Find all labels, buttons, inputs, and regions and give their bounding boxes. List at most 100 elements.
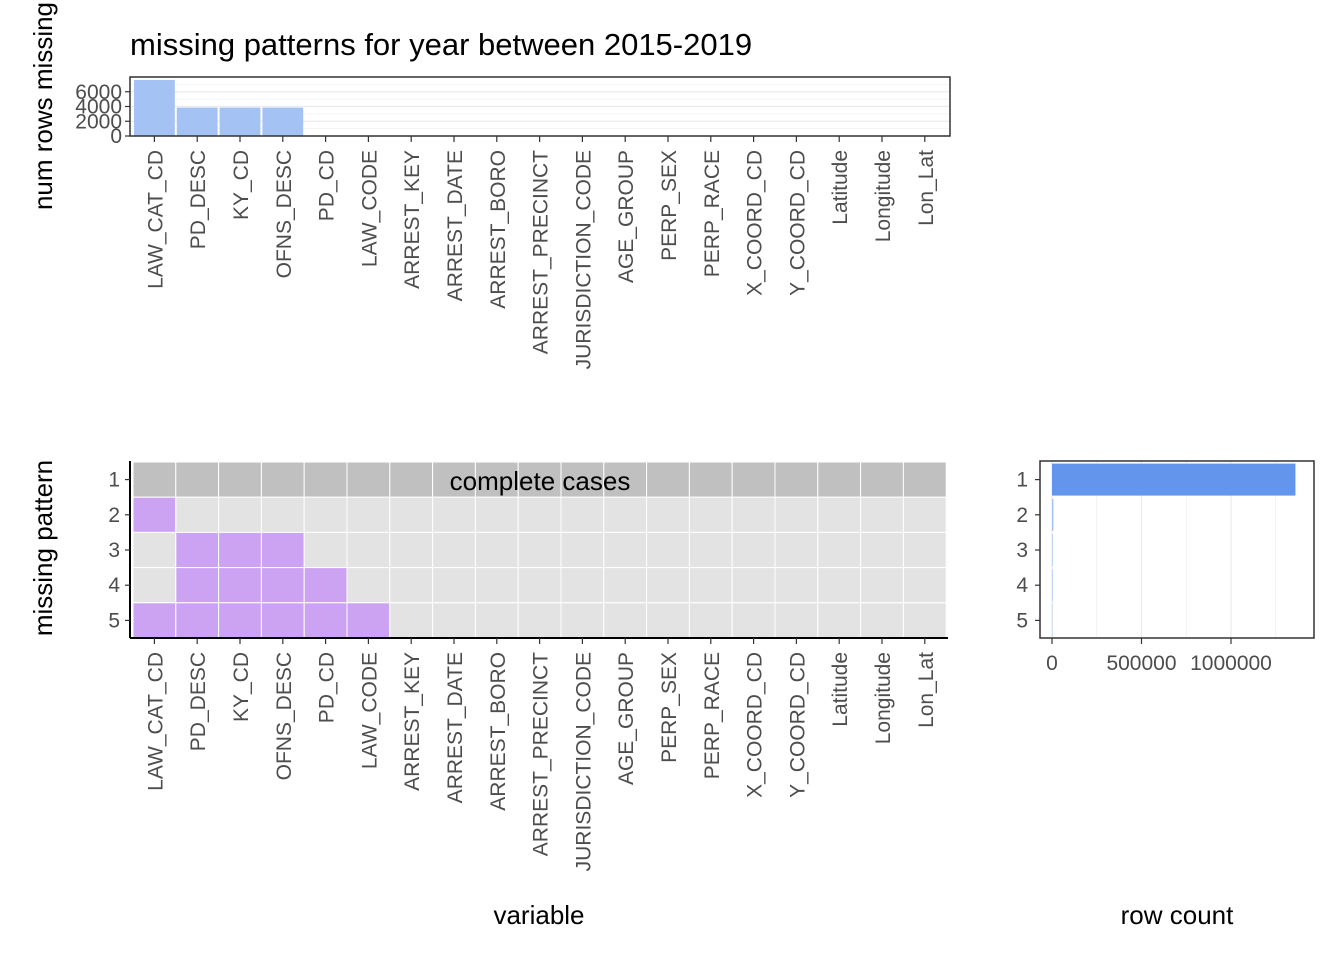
heatmap-cell [560, 531, 605, 569]
heatmap-xtick-label: KY_CD [230, 652, 253, 722]
row-count-bar-4 [1052, 569, 1053, 602]
heatmap-cell [731, 602, 776, 639]
heatmap-cell [688, 461, 733, 498]
heatmap-xtick-label: ARREST_KEY [401, 652, 424, 791]
heatmap-cell [646, 496, 690, 533]
top-xtick-label: OFNS_DESC [273, 150, 296, 278]
side-xtick-label: 500000 [1106, 652, 1176, 675]
heatmap-cell [774, 567, 819, 604]
heatmap-cell [817, 602, 862, 639]
heatmap-cell [774, 496, 819, 533]
heatmap-ytick-label: 5 [108, 609, 120, 632]
heatmap-cell [389, 496, 434, 533]
heatmap-cell [132, 567, 177, 604]
heatmap-cell [132, 531, 177, 569]
top-xtick-label: AGE_GROUP [615, 150, 638, 283]
heatmap-xtick-label: OFNS_DESC [273, 652, 296, 780]
side-xtick-label: 1000000 [1190, 652, 1272, 675]
heatmap-cell [389, 602, 434, 639]
heatmap-cell [603, 531, 648, 569]
heatmap-cell [346, 602, 391, 639]
heatmap-cell [688, 602, 733, 639]
heatmap-xtick-label: Latitude [829, 652, 852, 727]
top-xtick-label: ARREST_KEY [401, 150, 424, 289]
heatmap-ytick-label: 1 [108, 469, 120, 492]
heatmap-xtick-label: LAW_CODE [358, 652, 381, 769]
heatmap-xtick-label: ARREST_DATE [444, 652, 467, 803]
heatmap-cell [303, 602, 348, 639]
top-ytick-label: 6000 [75, 81, 122, 104]
heatmap-ytick-label: 2 [108, 504, 120, 527]
top-xtick-label: PD_DESC [187, 150, 210, 249]
heatmap-cell [817, 496, 862, 533]
top-xtick-label: X_COORD_CD [744, 150, 767, 296]
heatmap-cell [688, 531, 733, 569]
heatmap-cell [646, 531, 690, 569]
heatmap-cell [175, 496, 220, 533]
heatmap-cell [132, 461, 177, 498]
top-bar-pd-desc [176, 107, 218, 136]
heatmap-cell [688, 567, 733, 604]
heatmap-cell [817, 461, 862, 498]
heatmap-cell [902, 531, 947, 569]
heatmap-cell [432, 496, 476, 533]
heatmap-xtick-label: ARREST_BORO [487, 652, 510, 811]
top-ytick-label: 2000 [75, 110, 122, 133]
heatmap-ytick-label: 3 [108, 539, 120, 562]
heatmap-cell [175, 531, 220, 569]
top-xtick-label: Lon_Lat [915, 150, 938, 226]
heatmap-cell [517, 496, 562, 533]
top-bar-chart: missing patterns for year between 2015-2… [28, 2, 951, 369]
top-xtick-label: JURISDICTION_CODE [572, 150, 595, 369]
heatmap-xtick-label: X_COORD_CD [744, 652, 767, 798]
heatmap-xtick-label: AGE_GROUP [615, 652, 638, 785]
row-count-bar-5 [1052, 604, 1053, 637]
top-bar-ofns-desc [262, 107, 304, 136]
heatmap-cell [260, 531, 305, 569]
heatmap-y-axis-title: missing pattern [28, 460, 58, 636]
heatmap-cell [560, 461, 605, 498]
heatmap-xtick-label: PD_CD [316, 652, 339, 723]
heatmap-x-axis-title: variable [493, 900, 584, 930]
row-count-bar-2 [1052, 498, 1054, 531]
top-xtick-label: PD_CD [316, 150, 339, 221]
heatmap-cell [560, 602, 605, 639]
heatmap-cell [560, 567, 605, 604]
complete-cases-annotation: complete cases [450, 466, 631, 496]
heatmap-cell [303, 496, 348, 533]
heatmap-cell [218, 496, 262, 533]
heatmap-cell [517, 602, 562, 639]
heatmap-cell [389, 461, 434, 498]
top-xtick-label: ARREST_PRECINCT [530, 150, 553, 354]
heatmap-cell [432, 567, 476, 604]
heatmap-cell [474, 567, 519, 604]
heatmap-cell [731, 461, 776, 498]
heatmap-cell [175, 602, 220, 639]
top-bar-law-cat-cd [134, 79, 175, 136]
heatmap-cell [902, 461, 947, 498]
missing-pattern-heatmap: complete cases 1 2 3 4 5 missing pattern LAW_CA… [28, 460, 948, 930]
heatmap-cell [346, 461, 391, 498]
top-xtick-label: KY_CD [230, 150, 253, 220]
heatmap-cell [474, 496, 519, 533]
heatmap-cell [860, 531, 904, 569]
heatmap-xtick-label: ARREST_PRECINCT [530, 652, 553, 856]
heatmap-cell [175, 567, 220, 604]
heatmap-cell [260, 461, 305, 498]
top-xtick-label: LAW_CODE [358, 150, 381, 267]
heatmap-cell [474, 602, 519, 639]
heatmap-cell [218, 461, 262, 498]
heatmap-cell [432, 602, 476, 639]
heatmap-cell [132, 602, 177, 639]
heatmap-cell [346, 567, 391, 604]
row-count-bar-3 [1052, 534, 1053, 566]
heatmap-cell [774, 461, 819, 498]
heatmap-cell [731, 496, 776, 533]
heatmap-xtick-label: PERP_RACE [701, 652, 724, 779]
heatmap-xtick-label: Longitude [872, 652, 895, 744]
heatmap-cell [132, 496, 177, 533]
top-xtick-label: LAW_CAT_CD [144, 150, 167, 289]
heatmap-cell [218, 567, 262, 604]
heatmap-cell [389, 531, 434, 569]
